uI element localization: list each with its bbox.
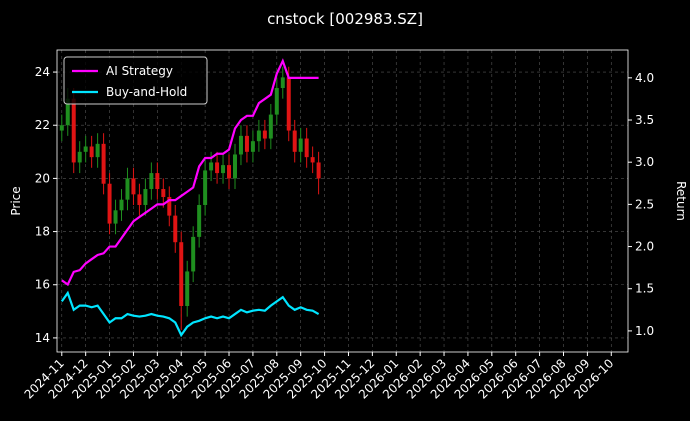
candle-body: [125, 178, 130, 200]
candle-body: [227, 165, 232, 179]
candle-body: [304, 138, 309, 158]
candle-body: [215, 162, 220, 174]
candle-body: [65, 98, 70, 126]
y-axis-label: Price: [9, 186, 23, 215]
y2-tick-label: 2.5: [635, 197, 654, 211]
candle-body: [221, 165, 226, 174]
candle-body: [143, 189, 148, 205]
candle-body: [191, 236, 196, 272]
candle-body: [256, 130, 261, 142]
candle-body: [89, 146, 94, 158]
line-series: [61, 58, 319, 287]
candle-body: [197, 204, 202, 237]
candle-body: [113, 210, 118, 224]
candle-body: [131, 178, 136, 195]
candle-body: [179, 242, 184, 307]
candle-body: [173, 215, 178, 243]
candle-body: [83, 146, 88, 152]
legend-label: AI Strategy: [106, 64, 173, 78]
legend-label: Buy-and-Hold: [106, 85, 187, 99]
candle-body: [101, 143, 106, 184]
candle-body: [71, 98, 76, 163]
y2-tick-label: 3.5: [635, 113, 654, 127]
candle-body: [149, 173, 154, 190]
candle-body: [137, 194, 142, 205]
plot-frame: [56, 49, 629, 353]
candle-body: [209, 162, 214, 171]
candle-body: [280, 77, 285, 89]
legend-box: [63, 56, 208, 105]
candle-body: [286, 77, 291, 131]
candle-body: [119, 199, 124, 211]
candle-body: [268, 114, 273, 139]
y-tick-label: 18: [35, 225, 50, 239]
y-tick-label: 16: [35, 278, 50, 292]
candle-body: [250, 141, 255, 152]
candle-body: [310, 157, 315, 163]
chart-title: cnstock [002983.SZ]: [267, 10, 423, 28]
candle-body: [298, 138, 303, 152]
y2-tick-label: 4.0: [635, 71, 654, 85]
candle-body: [77, 151, 82, 163]
y2-tick-label: 3.0: [635, 155, 654, 169]
candle-body: [185, 271, 190, 307]
y-tick-label: 24: [35, 65, 50, 79]
y-tick-label: 20: [35, 171, 50, 185]
candle-body: [292, 130, 297, 152]
candle-body: [316, 162, 321, 179]
line-series: [60, 290, 320, 338]
candle-body: [262, 130, 267, 139]
candle-body: [238, 135, 243, 155]
legend: AI Strategy Buy-and-Hold: [63, 56, 208, 105]
candle-body: [167, 197, 172, 216]
candle-body: [107, 183, 112, 224]
candle-body: [274, 88, 279, 115]
y2-tick-label: 1.0: [635, 324, 654, 338]
y2-tick-label: 2.0: [635, 240, 654, 254]
candle-body: [244, 135, 249, 152]
candle-body: [232, 154, 237, 179]
candle-body: [203, 170, 208, 205]
y2-axis-label: Return: [674, 181, 688, 221]
candle-body: [95, 143, 100, 158]
candle-body: [59, 125, 64, 131]
candle-body: [161, 189, 166, 198]
y-tick-label: 22: [35, 118, 50, 132]
y-tick-label: 14: [35, 331, 50, 345]
candle-body: [155, 173, 160, 190]
y2-tick-label: 1.5: [635, 282, 654, 296]
